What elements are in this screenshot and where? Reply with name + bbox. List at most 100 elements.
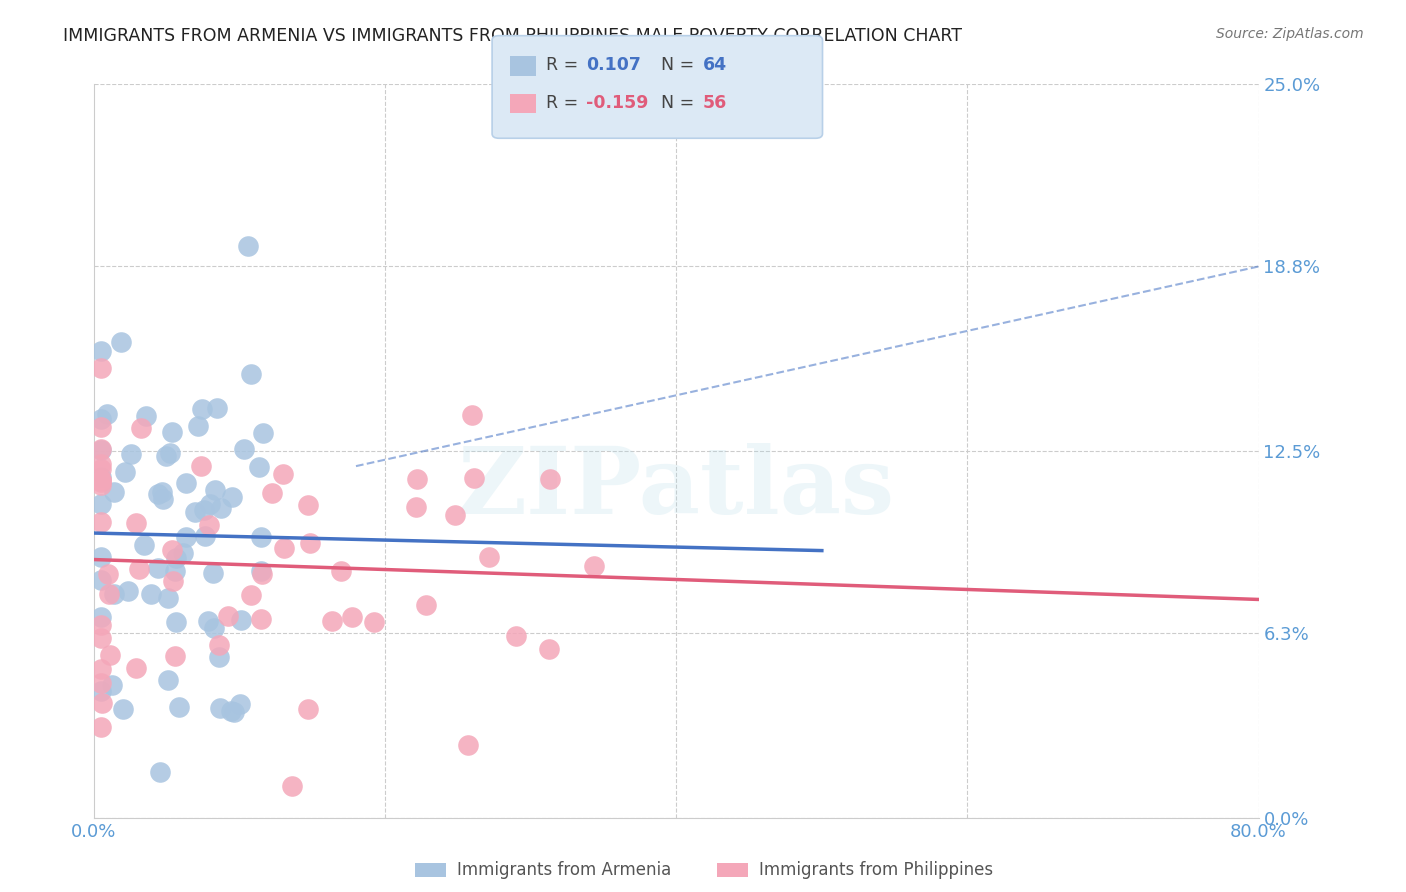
Point	[90, 662, 112, 676]
Point	[117, 583, 139, 598]
Point	[90, 473, 112, 487]
Text: N =: N =	[661, 94, 700, 112]
Point	[111, 702, 134, 716]
Point	[132, 538, 155, 552]
Point	[239, 367, 262, 381]
Point	[162, 574, 184, 588]
Text: Immigrants from Armenia: Immigrants from Armenia	[457, 861, 671, 879]
Point	[90, 469, 112, 483]
Point	[191, 402, 214, 417]
Point	[90, 443, 112, 458]
Point	[217, 608, 239, 623]
Text: 56: 56	[703, 94, 727, 112]
Point	[174, 531, 197, 545]
Point	[139, 587, 162, 601]
Point	[90, 473, 112, 487]
Point	[198, 517, 221, 532]
Point	[165, 551, 187, 566]
Point	[103, 484, 125, 499]
Point	[90, 676, 112, 690]
Point	[90, 610, 112, 624]
Point	[101, 678, 124, 692]
Point	[90, 574, 112, 588]
Point	[174, 476, 197, 491]
Point	[183, 505, 205, 519]
Point	[405, 500, 427, 514]
Point	[90, 442, 112, 457]
Point	[273, 541, 295, 555]
Point	[204, 483, 226, 498]
Point	[135, 409, 157, 424]
Point	[129, 421, 152, 435]
Point	[90, 720, 112, 734]
Point	[187, 419, 209, 434]
Point	[463, 471, 485, 485]
Point	[128, 562, 150, 576]
Point	[583, 559, 606, 574]
Point	[201, 566, 224, 580]
Text: R =: R =	[546, 94, 583, 112]
Point	[160, 543, 183, 558]
Point	[90, 516, 112, 530]
Point	[247, 459, 270, 474]
Text: IMMIGRANTS FROM ARMENIA VS IMMIGRANTS FROM PHILIPPINES MALE POVERTY CORRELATION : IMMIGRANTS FROM ARMENIA VS IMMIGRANTS FR…	[63, 27, 962, 45]
Point	[148, 561, 170, 575]
Point	[90, 696, 112, 710]
Point	[222, 705, 245, 719]
Point	[90, 412, 112, 426]
Point	[90, 344, 112, 359]
Point	[110, 334, 132, 349]
Point	[280, 780, 302, 794]
Point	[152, 491, 174, 506]
Point	[271, 467, 294, 481]
Point	[103, 587, 125, 601]
Point	[221, 491, 243, 505]
Point	[219, 704, 242, 718]
Point	[249, 612, 271, 626]
Point	[205, 401, 228, 415]
Point	[125, 661, 148, 675]
Point	[297, 498, 319, 512]
Text: Source: ZipAtlas.com: Source: ZipAtlas.com	[1216, 27, 1364, 41]
Point	[406, 473, 429, 487]
Point	[262, 486, 284, 500]
Text: Immigrants from Philippines: Immigrants from Philippines	[759, 861, 994, 879]
Point	[97, 566, 120, 581]
Point	[505, 630, 527, 644]
Point	[167, 700, 190, 714]
Point	[156, 673, 179, 687]
Point	[98, 648, 121, 662]
Point	[250, 530, 273, 544]
Text: N =: N =	[661, 56, 700, 74]
Point	[172, 546, 194, 560]
Point	[90, 631, 112, 645]
Point	[297, 702, 319, 716]
Point	[415, 599, 437, 613]
Point	[159, 446, 181, 460]
Point	[165, 615, 187, 629]
Text: 0.107: 0.107	[586, 56, 641, 74]
Point	[90, 618, 112, 632]
Point	[321, 614, 343, 628]
Point	[209, 701, 232, 715]
Point	[90, 457, 112, 471]
Text: -0.159: -0.159	[586, 94, 648, 112]
Point	[150, 485, 173, 500]
Text: 64: 64	[703, 56, 727, 74]
Point	[190, 459, 212, 474]
Point	[238, 239, 260, 253]
Point	[250, 564, 273, 578]
Point	[97, 587, 120, 601]
Point	[114, 465, 136, 479]
Point	[444, 508, 467, 522]
Point	[461, 408, 484, 422]
Text: R =: R =	[546, 56, 583, 74]
Point	[208, 650, 231, 665]
Text: ZIPatlas: ZIPatlas	[458, 443, 894, 533]
Point	[299, 536, 322, 550]
Point	[457, 738, 479, 752]
Point	[149, 765, 172, 780]
Point	[163, 564, 186, 578]
Point	[208, 639, 231, 653]
Point	[120, 448, 142, 462]
